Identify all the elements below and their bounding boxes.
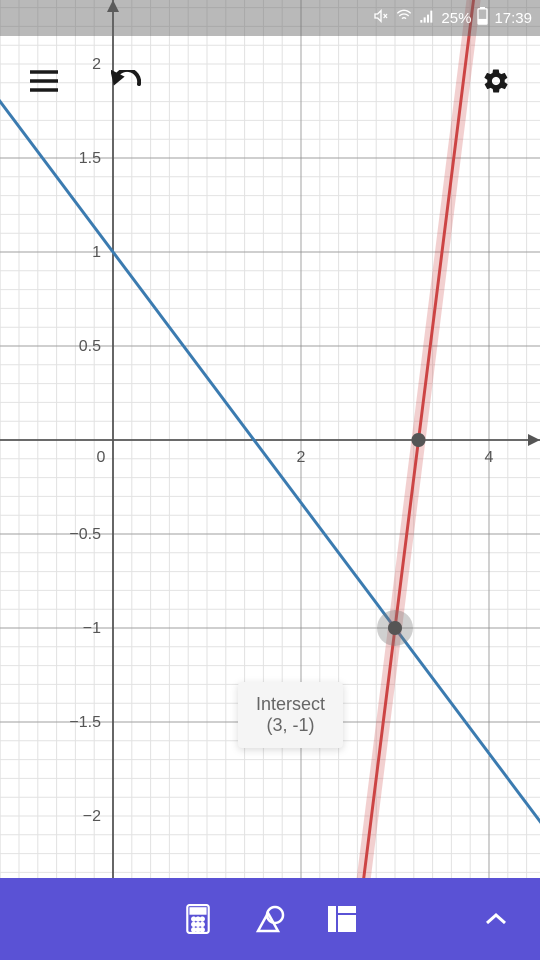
- menu-icon[interactable]: [28, 65, 60, 97]
- toolbar: [0, 56, 540, 106]
- tooltip-title: Intersect: [256, 694, 325, 715]
- svg-text:0: 0: [97, 449, 106, 466]
- signal-icon: [419, 8, 435, 28]
- wifi-icon: [395, 8, 413, 28]
- intersect-tooltip: Intersect (3, -1): [238, 682, 343, 748]
- gear-icon[interactable]: [480, 65, 512, 97]
- calculator-icon[interactable]: [182, 903, 214, 935]
- svg-text:2: 2: [297, 449, 306, 466]
- svg-text:−1.5: −1.5: [69, 714, 101, 731]
- status-bar: 25% 17:39: [0, 0, 540, 36]
- battery-icon: [477, 7, 488, 29]
- status-time: 17:39: [494, 10, 532, 27]
- battery-pct: 25%: [441, 10, 471, 27]
- mute-icon: [373, 8, 389, 28]
- svg-text:−1: −1: [83, 620, 101, 637]
- svg-text:−0.5: −0.5: [69, 526, 101, 543]
- table-icon[interactable]: [326, 903, 358, 935]
- tooltip-coords: (3, -1): [256, 715, 325, 736]
- geometry-icon[interactable]: [254, 903, 286, 935]
- expand-icon[interactable]: [480, 903, 512, 935]
- svg-text:1: 1: [92, 244, 101, 261]
- undo-icon[interactable]: [110, 65, 142, 97]
- svg-text:−2: −2: [83, 808, 101, 825]
- svg-text:1.5: 1.5: [79, 150, 101, 167]
- svg-text:0.5: 0.5: [79, 338, 101, 355]
- svg-text:4: 4: [485, 449, 494, 466]
- bottom-bar: [0, 878, 540, 960]
